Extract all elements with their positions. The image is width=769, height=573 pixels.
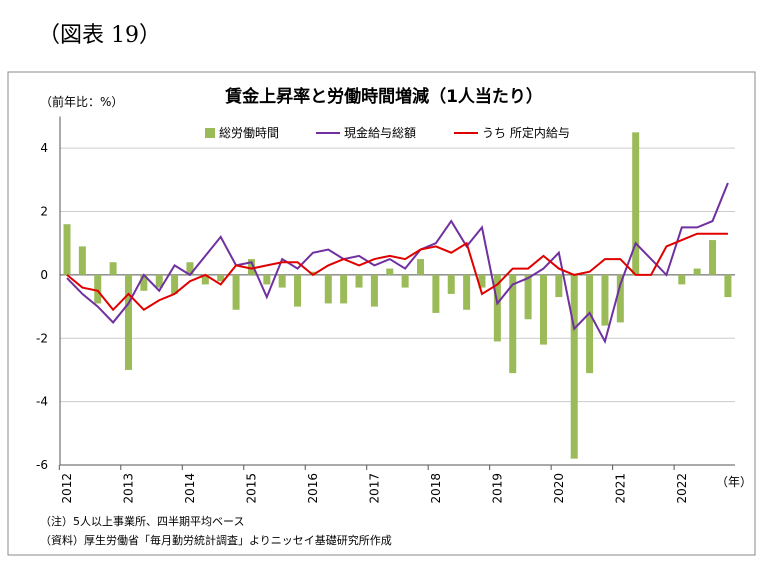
bar — [478, 274, 486, 288]
bar — [463, 274, 471, 310]
note: （資料）厚生労働省「毎月勤労統計調査」よりニッセイ基礎研究所作成 — [40, 533, 392, 547]
bar — [232, 274, 240, 310]
x-tick-label: 2019 — [490, 473, 504, 504]
x-axis-label: （年） — [716, 475, 752, 489]
bar — [386, 268, 394, 275]
bar — [124, 274, 132, 370]
y-tick-label: 4 — [40, 141, 48, 155]
bar — [555, 274, 563, 298]
x-tick-label: 2020 — [552, 473, 566, 504]
x-tick-label: 2014 — [183, 473, 197, 504]
bar — [724, 274, 732, 298]
legend-label: 総労働時間 — [219, 126, 279, 140]
bar — [601, 274, 609, 326]
bar — [709, 240, 717, 275]
bar — [94, 274, 102, 304]
chart-title: 賃金上昇率と労働時間増減（1人当たり） — [224, 86, 543, 107]
bar — [63, 224, 71, 275]
bar — [140, 274, 148, 291]
x-tick-label: 2016 — [306, 473, 320, 504]
bar — [355, 274, 363, 288]
bar — [155, 274, 163, 288]
bar — [616, 274, 624, 323]
y-tick-label: 2 — [40, 205, 48, 219]
x-tick-label: 2015 — [244, 473, 258, 504]
bar — [294, 274, 302, 307]
bar — [278, 274, 286, 288]
bar — [524, 274, 532, 320]
bar — [78, 246, 86, 275]
bar — [201, 274, 209, 285]
bar — [171, 274, 179, 294]
line — [66, 232, 728, 312]
bar — [493, 274, 501, 342]
bar — [586, 274, 594, 374]
y-tick-label: -6 — [36, 458, 48, 472]
x-tick-label: 2021 — [613, 473, 627, 504]
y-tick-label: -2 — [36, 331, 48, 345]
x-tick-label: 2022 — [675, 473, 689, 504]
bar — [109, 262, 117, 275]
bar — [447, 274, 455, 294]
bar — [432, 274, 440, 313]
chart-frame — [7, 71, 756, 556]
y-tick-label: 0 — [40, 268, 48, 282]
bar — [509, 274, 517, 374]
bar — [309, 271, 317, 275]
legend-label: 現金給与総額 — [344, 125, 416, 140]
bar — [263, 274, 271, 285]
bar — [340, 274, 348, 304]
note: （注）5人以上事業所、四半期平均ベース — [40, 514, 244, 528]
bar — [693, 268, 701, 275]
bar — [370, 274, 378, 307]
header: （図表 19） — [38, 23, 161, 48]
bar — [570, 274, 578, 459]
bar — [401, 274, 409, 288]
line — [66, 182, 729, 345]
x-tick-label: 2017 — [367, 473, 381, 504]
y-axis-label: （前年比：%） — [40, 94, 123, 109]
bar — [539, 274, 547, 345]
x-tick-label: 2012 — [60, 473, 74, 504]
bar — [247, 259, 255, 275]
bar — [632, 132, 640, 275]
y-tick-label: -4 — [36, 395, 48, 409]
legend-swatch — [205, 128, 215, 138]
bar — [324, 274, 332, 304]
bar — [217, 274, 225, 282]
legend-label: うち 所定内給与 — [482, 125, 570, 140]
x-tick-label: 2018 — [429, 473, 443, 504]
bar — [678, 274, 686, 285]
bar — [417, 259, 425, 275]
bar — [186, 262, 194, 275]
x-tick-label: 2013 — [121, 473, 135, 504]
